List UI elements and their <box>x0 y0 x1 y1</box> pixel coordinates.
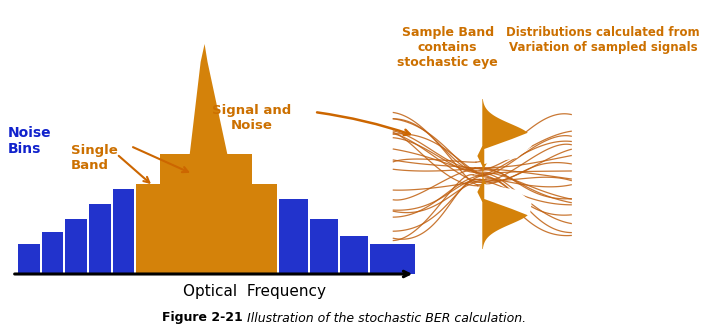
Polygon shape <box>482 174 530 249</box>
Polygon shape <box>340 236 368 274</box>
Text: Illustration of the stochastic BER calculation.: Illustration of the stochastic BER calcu… <box>247 311 526 325</box>
Text: Figure 2-21: Figure 2-21 <box>162 311 247 325</box>
Polygon shape <box>370 244 415 274</box>
Polygon shape <box>41 232 63 274</box>
Text: Sample Band
contains
stochastic eye: Sample Band contains stochastic eye <box>397 26 498 69</box>
Polygon shape <box>89 204 111 274</box>
Polygon shape <box>18 244 40 274</box>
Polygon shape <box>160 154 252 184</box>
Text: Signal and
Noise: Signal and Noise <box>212 104 292 132</box>
Polygon shape <box>65 219 87 274</box>
Polygon shape <box>190 44 227 154</box>
Polygon shape <box>136 184 277 274</box>
Polygon shape <box>279 199 308 274</box>
Text: Noise
Bins: Noise Bins <box>8 126 51 156</box>
Text: Single
Band: Single Band <box>71 144 118 172</box>
Text: Distributions calculated from
Variation of sampled signals: Distributions calculated from Variation … <box>506 26 699 54</box>
Polygon shape <box>113 189 135 274</box>
Polygon shape <box>482 99 530 174</box>
Polygon shape <box>484 184 531 216</box>
Polygon shape <box>477 182 500 202</box>
Polygon shape <box>311 219 338 274</box>
Polygon shape <box>484 132 531 164</box>
Text: Optical  Frequency: Optical Frequency <box>183 284 327 299</box>
Polygon shape <box>477 146 500 166</box>
